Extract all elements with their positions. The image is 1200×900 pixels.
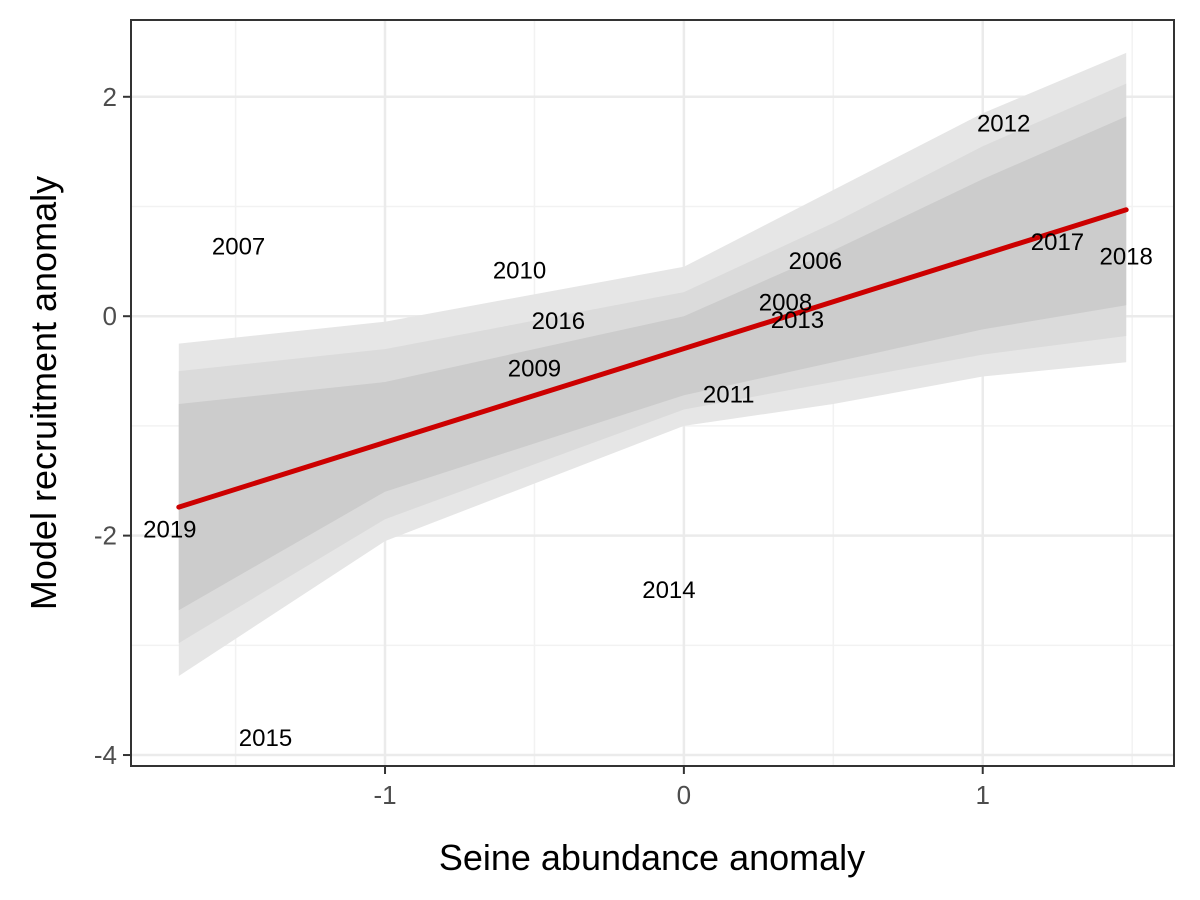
major-gridlines [131, 20, 1174, 766]
point-label-2015: 2015 [239, 725, 292, 752]
confidence-band-3 [178, 116, 1127, 611]
regression-line-group [176, 207, 1129, 510]
plot-panel-border [130, 19, 1175, 767]
point-label-2016: 2016 [532, 308, 585, 335]
point-label-2010: 2010 [493, 258, 546, 285]
point-label-2009: 2009 [508, 355, 561, 382]
point-label-2014: 2014 [642, 577, 695, 604]
point-label-2008: 2008 [759, 290, 812, 317]
x-tick-label: -1 [373, 780, 396, 810]
x-axis-title: Seine abundance anomaly [439, 837, 865, 878]
y-tick-label: 2 [103, 82, 117, 112]
y-tick-label: -4 [94, 740, 117, 770]
regression-line [176, 207, 1129, 510]
x-tick-label: 1 [975, 780, 989, 810]
y-tick-label: 0 [103, 301, 117, 331]
point-label-2012: 2012 [977, 111, 1030, 138]
point-label-2007: 2007 [212, 234, 265, 261]
x-axis-ticks: -1 0 1 [373, 766, 990, 810]
confidence-bands [178, 52, 1127, 676]
point-label-2013: 2013 [771, 307, 824, 334]
y-tick-label: -2 [94, 521, 117, 551]
point-label-2018: 2018 [1099, 243, 1152, 270]
y-axis-title: Model recruitment anomaly [23, 176, 64, 610]
point-label-2019: 2019 [143, 517, 196, 544]
point-label-2011: 2011 [703, 382, 755, 409]
point-label-2017: 2017 [1031, 229, 1084, 256]
y-axis-ticks: -4 -2 0 2 [94, 82, 131, 770]
point-labels: 2006 2007 2008 2009 2010 2011 2012 2013 2014 2015… [143, 111, 1153, 752]
x-tick-label: 0 [677, 780, 691, 810]
point-label-2006: 2006 [789, 248, 842, 275]
